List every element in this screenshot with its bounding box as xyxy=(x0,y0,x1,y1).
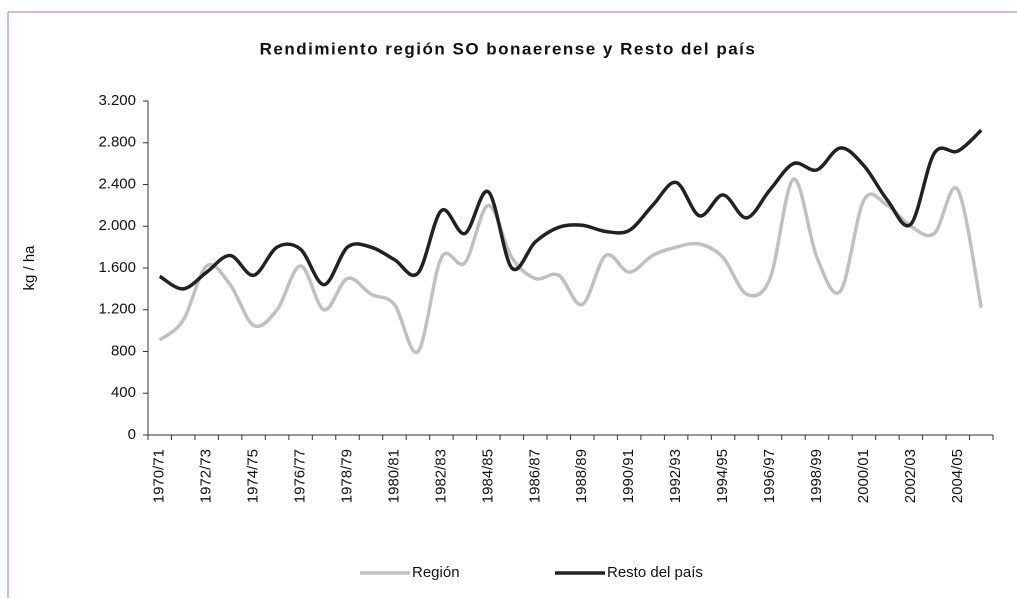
x-tick-label: 1992/93 xyxy=(667,449,684,503)
x-tick-label: 2004/05 xyxy=(949,449,966,503)
x-tick-label: 1982/83 xyxy=(432,449,449,503)
legend-label: Resto del país xyxy=(607,564,703,581)
y-tick-label: 2.400 xyxy=(98,175,136,192)
x-tick-label: 2000/01 xyxy=(855,449,872,503)
x-tick-label: 1974/75 xyxy=(245,449,262,503)
chart-title: Rendimiento región SO bonaerense y Resto… xyxy=(260,39,757,58)
x-tick-label: 1988/89 xyxy=(573,449,590,503)
x-tick-label: 1972/73 xyxy=(198,449,215,503)
x-tick-label: 1996/97 xyxy=(761,449,778,503)
y-tick-label: 1.200 xyxy=(98,301,136,318)
y-tick-label: 400 xyxy=(111,384,136,401)
x-tick-label: 1990/91 xyxy=(620,449,637,503)
y-tick-label: 800 xyxy=(111,342,136,359)
x-tick-label: 1984/85 xyxy=(479,449,496,503)
x-tick-label: 1994/95 xyxy=(714,449,731,503)
series-line xyxy=(158,177,983,355)
x-tick-label: 1976/77 xyxy=(292,449,309,503)
legend-label: Región xyxy=(412,564,460,581)
y-tick-label: 2.000 xyxy=(98,217,136,234)
x-tick-label: 1970/71 xyxy=(151,449,168,503)
x-tick-label: 1980/81 xyxy=(385,449,402,503)
y-tick-label: 0 xyxy=(128,426,136,443)
series-line xyxy=(158,128,983,291)
y-tick-label: 1.600 xyxy=(98,259,136,276)
x-tick-label: 1998/99 xyxy=(808,449,825,503)
y-tick-label: 2.800 xyxy=(98,134,136,151)
x-tick-label: 1986/87 xyxy=(526,449,543,503)
y-axis-label: kg / ha xyxy=(21,245,38,291)
x-tick-label: 1978/79 xyxy=(338,449,355,503)
x-tick-label: 2002/03 xyxy=(902,449,919,503)
y-tick-label: 3.200 xyxy=(98,92,136,109)
